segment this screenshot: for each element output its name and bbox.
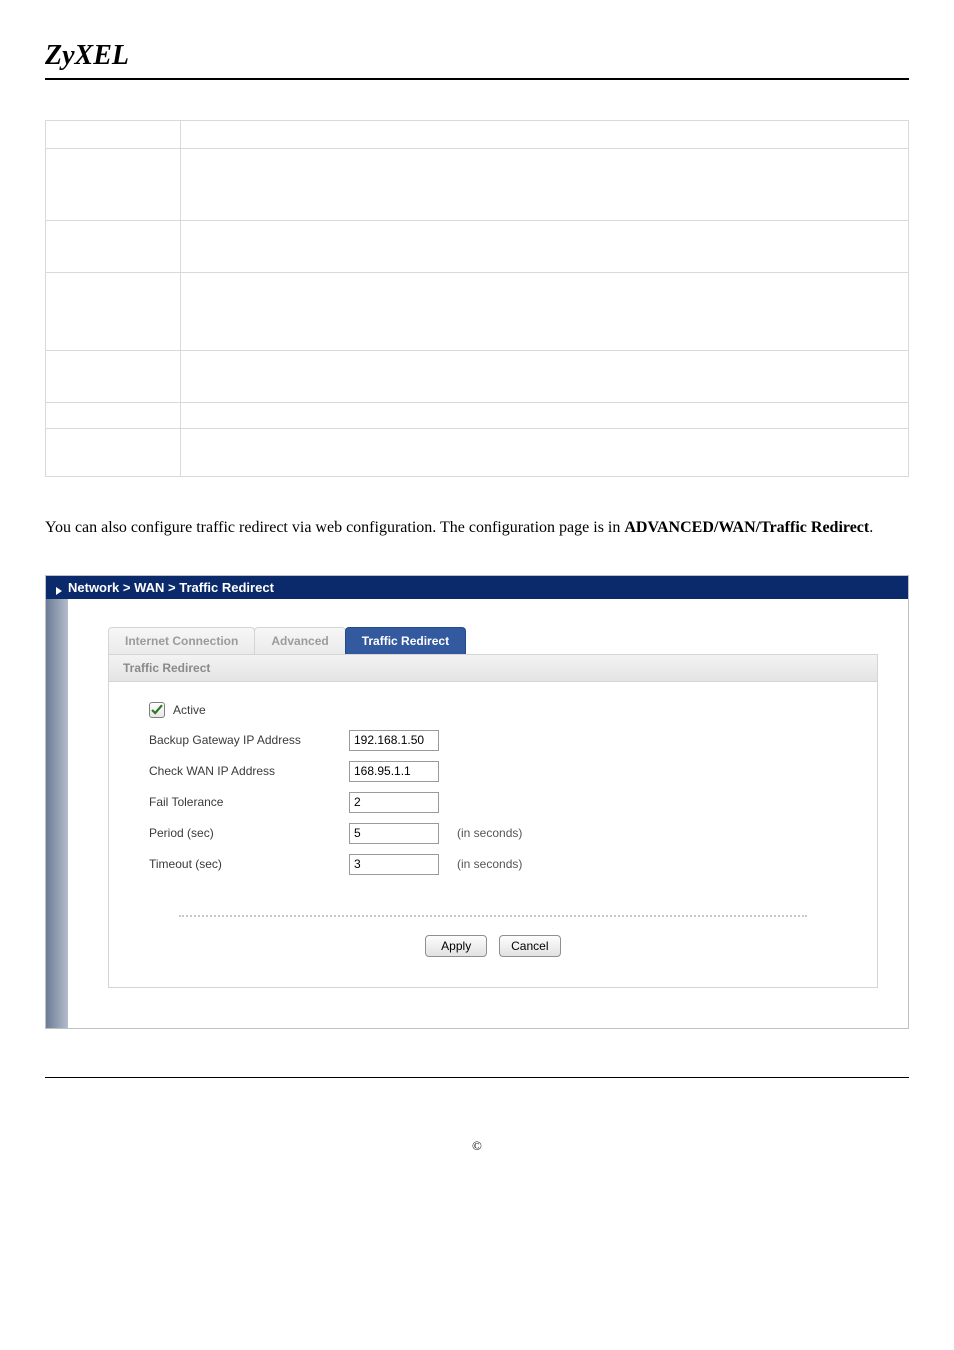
tab-bar: Internet Connection Advanced Traffic Red… <box>108 627 878 655</box>
cancel-button[interactable]: Cancel <box>499 935 561 957</box>
description-text: You can also configure traffic redirect … <box>45 519 624 536</box>
period-input[interactable] <box>349 823 439 844</box>
tab-traffic-redirect[interactable]: Traffic Redirect <box>345 627 466 654</box>
fail-tolerance-input[interactable] <box>349 792 439 813</box>
table-row <box>46 221 909 273</box>
tab-advanced[interactable]: Advanced <box>254 627 345 654</box>
panel-title: Traffic Redirect <box>109 655 877 682</box>
apply-button[interactable]: Apply <box>425 935 487 957</box>
table-row <box>46 149 909 221</box>
table-cell <box>181 351 909 403</box>
table-row <box>46 121 909 149</box>
copyright: © <box>45 1078 909 1154</box>
breadcrumb: Network > WAN > Traffic Redirect <box>68 580 274 595</box>
table-cell <box>181 273 909 351</box>
tab-internet-connection[interactable]: Internet Connection <box>108 627 255 654</box>
timeout-unit: (in seconds) <box>457 857 522 871</box>
table-row <box>46 403 909 429</box>
table-row <box>46 429 909 477</box>
table-cell <box>46 149 181 221</box>
titlebar-icon <box>56 583 62 591</box>
table-cell <box>46 221 181 273</box>
table-cell <box>46 429 181 477</box>
table-cell <box>46 121 181 149</box>
table-cell <box>181 221 909 273</box>
description-suffix: . <box>869 519 873 536</box>
period-label: Period (sec) <box>149 826 349 840</box>
table-cell <box>181 429 909 477</box>
separator-dots <box>179 915 807 917</box>
table-row <box>46 351 909 403</box>
table-cell <box>46 273 181 351</box>
brand-logo: ZyXEL <box>45 40 909 80</box>
fail-tolerance-label: Fail Tolerance <box>149 795 349 809</box>
window-titlebar: Network > WAN > Traffic Redirect <box>46 576 908 599</box>
table-cell <box>181 149 909 221</box>
description-bold: ADVANCED/WAN/Traffic Redirect <box>624 519 869 536</box>
timeout-label: Timeout (sec) <box>149 857 349 871</box>
button-row: Apply Cancel <box>109 935 877 957</box>
backup-gateway-label: Backup Gateway IP Address <box>149 733 349 747</box>
config-window: Network > WAN > Traffic Redirect Interne… <box>45 575 909 1029</box>
backup-gateway-input[interactable] <box>349 730 439 751</box>
table-cell <box>46 351 181 403</box>
panel-traffic-redirect: Traffic Redirect Active Backup Gateway I… <box>108 655 878 988</box>
timeout-input[interactable] <box>349 854 439 875</box>
active-label: Active <box>173 703 206 717</box>
table-cell <box>181 121 909 149</box>
check-wan-label: Check WAN IP Address <box>149 764 349 778</box>
period-unit: (in seconds) <box>457 826 522 840</box>
empty-config-table <box>45 120 909 477</box>
description-paragraph: You can also configure traffic redirect … <box>45 517 909 539</box>
active-checkbox[interactable] <box>149 702 165 718</box>
check-wan-input[interactable] <box>349 761 439 782</box>
table-cell <box>181 403 909 429</box>
table-cell <box>46 403 181 429</box>
left-gradient-strip <box>46 599 68 1028</box>
table-row <box>46 273 909 351</box>
